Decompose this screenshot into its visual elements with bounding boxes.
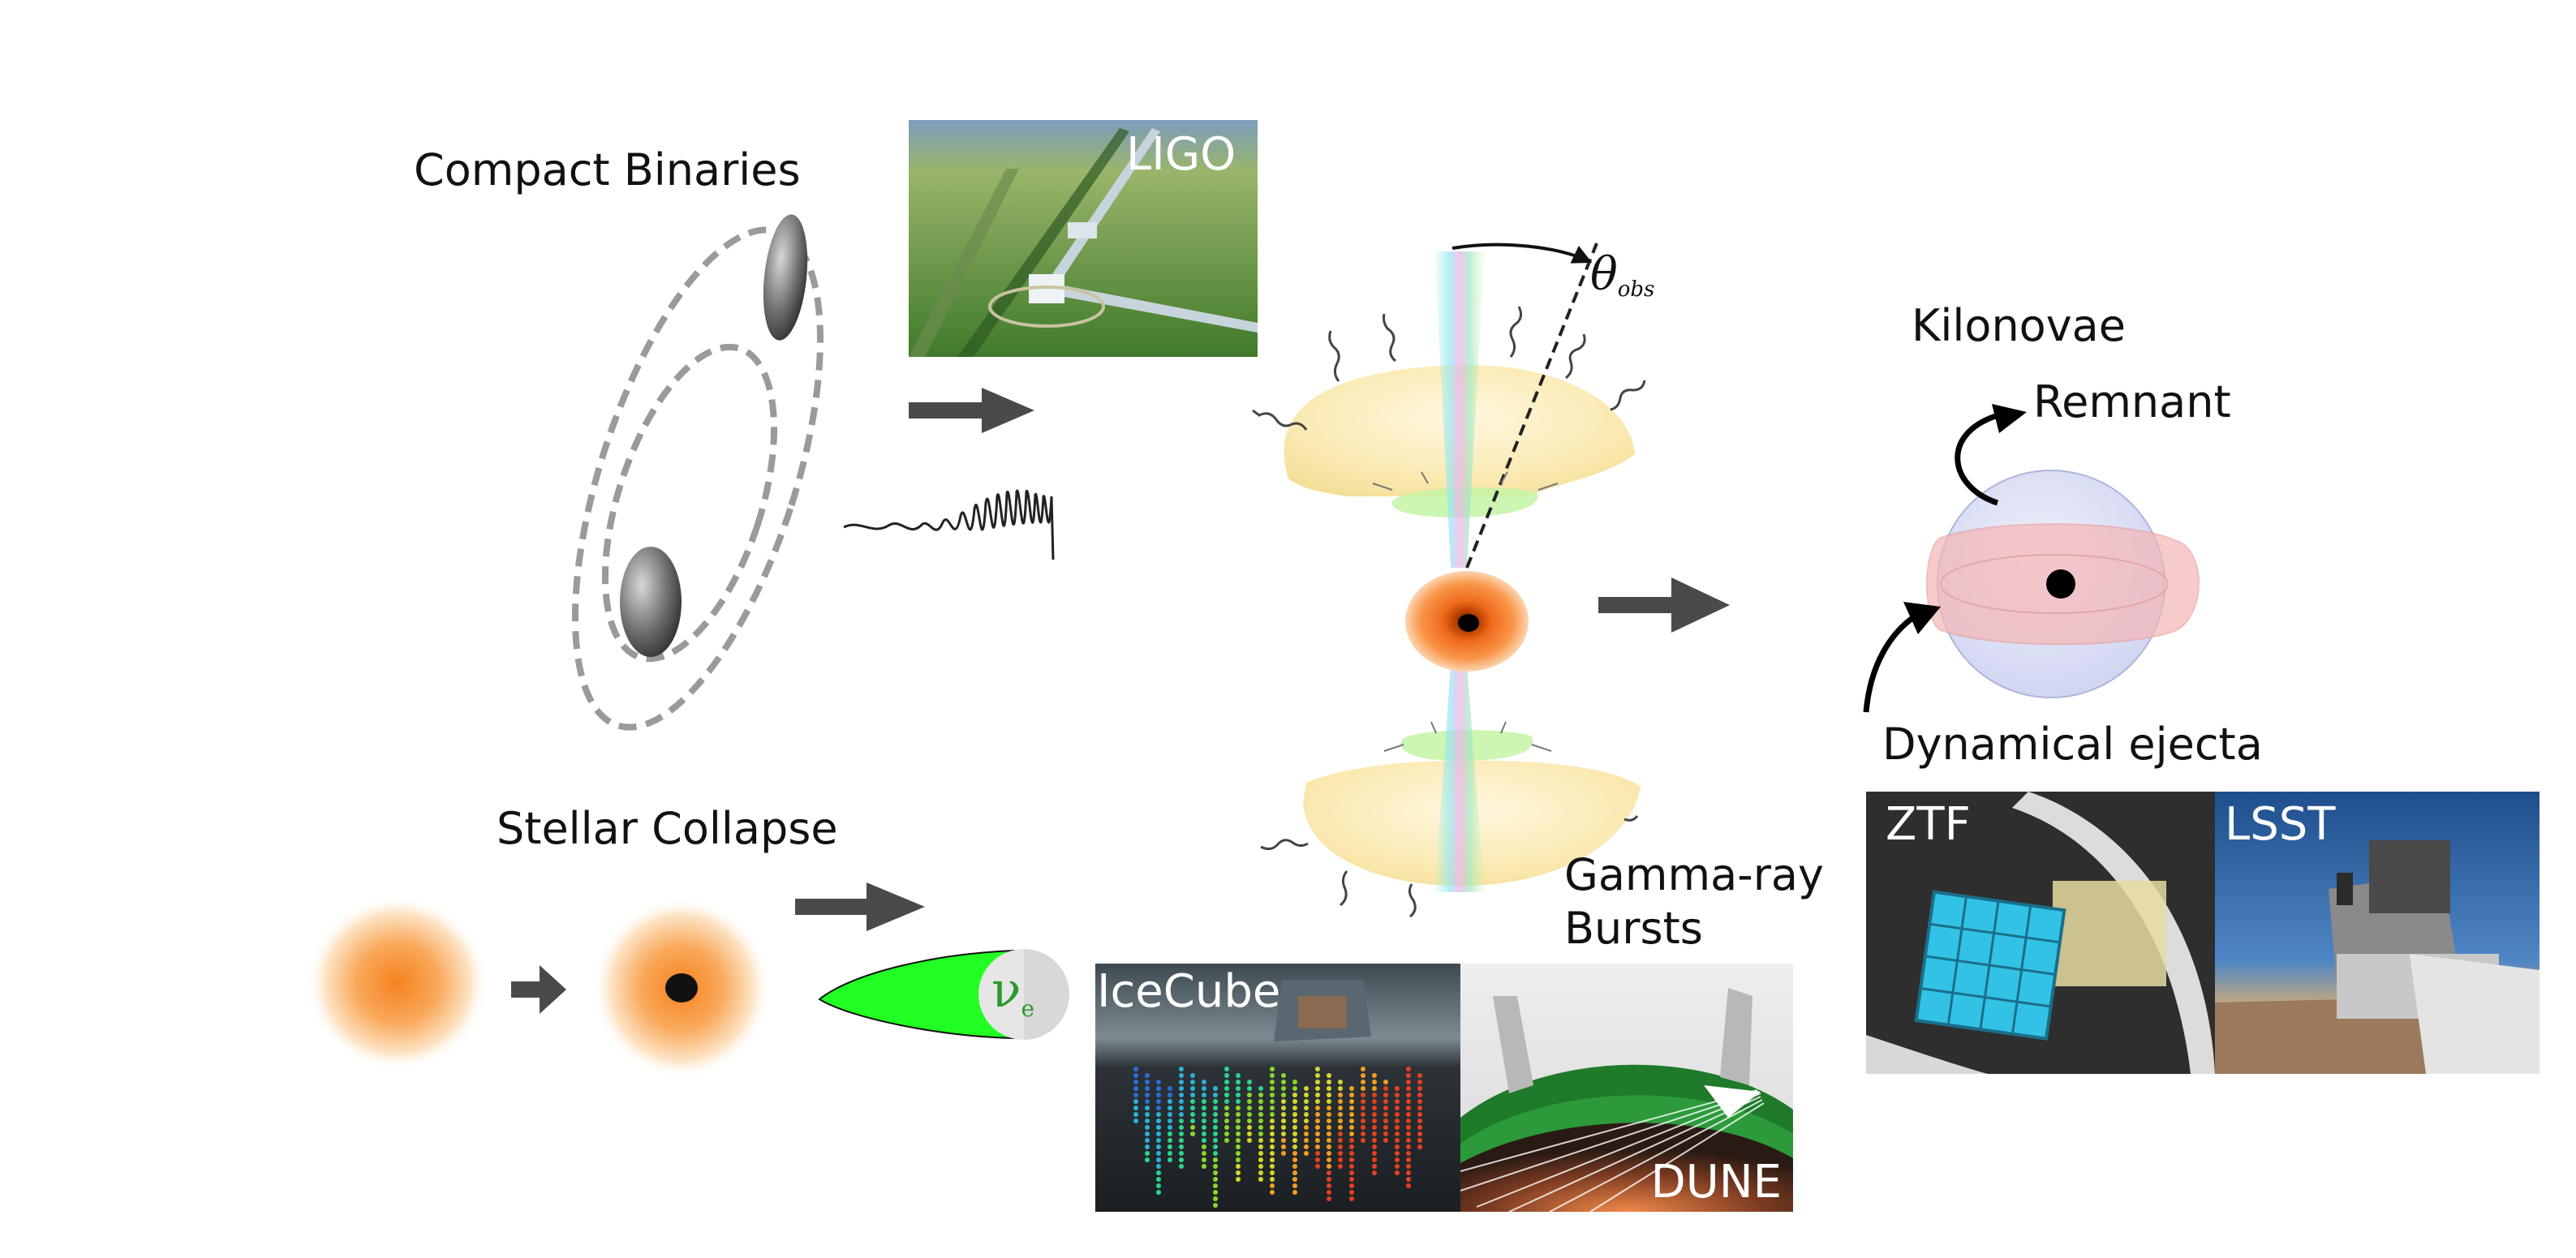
gamma-ray-line1: Gamma-ray xyxy=(1564,849,1824,900)
nu-symbol: ν xyxy=(991,962,1021,1019)
theta-arc xyxy=(1451,243,1593,264)
arrow-collapse-small xyxy=(511,965,566,1014)
ejecta-arrow xyxy=(1863,611,1921,713)
neutrino-jet-shape xyxy=(818,949,1015,1040)
compact-object-bottom xyxy=(620,547,682,657)
observer-line xyxy=(1465,243,1598,569)
icecube-label: IceCube xyxy=(1097,965,1281,1018)
ztf-photo: ZTF xyxy=(1866,792,2215,1074)
remnant-arrow xyxy=(1955,410,2005,506)
inner-orbit xyxy=(601,343,778,663)
compact-object-top xyxy=(763,214,808,341)
lower-jet xyxy=(1434,665,1485,892)
ztf-label: ZTF xyxy=(1886,798,1971,851)
kilonova-group xyxy=(1863,404,2200,713)
theta-symbol: θ xyxy=(1590,248,1618,301)
gamma-ray-bursts-title: Gamma-ray Bursts xyxy=(1564,848,1824,955)
collapsing-star-before xyxy=(307,895,488,1071)
icecube-photo: IceCube xyxy=(1095,964,1460,1212)
arrow-to-neutrino-jet xyxy=(795,882,925,931)
central-black-hole xyxy=(1458,614,1479,632)
neutrino-label: νe xyxy=(991,962,1034,1022)
disk-wind-arrows xyxy=(1372,471,1559,752)
upper-jet xyxy=(1434,251,1485,568)
outer-orbit xyxy=(571,226,824,731)
thick-arrows xyxy=(511,388,1730,1014)
ligo-photo: LIGO xyxy=(909,120,1258,357)
photon-squiggles xyxy=(1252,306,1646,918)
lsst-photo: LSST xyxy=(2215,792,2539,1074)
theta-obs-label: θobs xyxy=(1590,248,1654,302)
stellar-collapse-group xyxy=(307,895,1069,1079)
arrow-to-ligo xyxy=(909,388,1034,433)
ligo-label: LIGO xyxy=(1126,128,1236,181)
dune-label: DUNE xyxy=(1650,1156,1782,1209)
compact-binaries-title: Compact Binaries xyxy=(414,144,801,195)
arrow-to-kilonova xyxy=(1598,577,1730,633)
remnant-label: Remnant xyxy=(2033,376,2231,427)
kilonova-core xyxy=(2046,569,2075,599)
dune-photo: DUNE xyxy=(1460,964,1793,1212)
dynamical-ejecta-label: Dynamical ejecta xyxy=(1882,719,2263,770)
collapsed-core xyxy=(665,973,698,1003)
kilonovae-title: Kilonovae xyxy=(1912,300,2126,351)
lsst-label: LSST xyxy=(2225,798,2336,851)
theta-subscript: obs xyxy=(1617,277,1655,302)
binary-orbit-group xyxy=(571,214,824,731)
gw-chirp-waveform xyxy=(843,489,1055,560)
grb-group xyxy=(1252,243,1646,918)
stellar-collapse-title: Stellar Collapse xyxy=(497,803,838,854)
nu-subscript: e xyxy=(1021,995,1035,1022)
gamma-ray-line2: Bursts xyxy=(1564,903,1703,954)
